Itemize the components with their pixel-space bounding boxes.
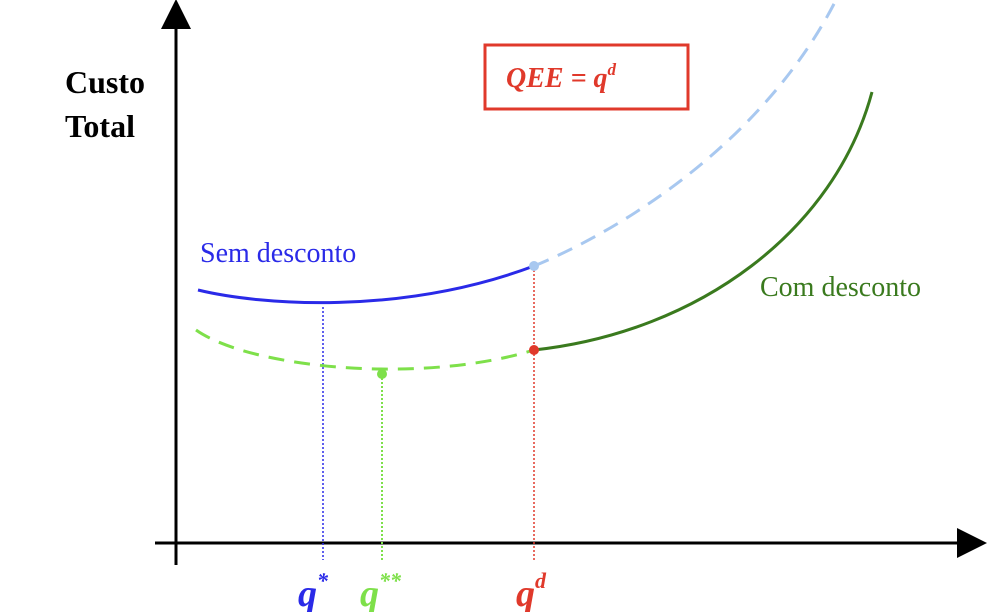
y-axis-label-line2: Total (65, 108, 135, 144)
qd-sem-desconto-point (529, 261, 539, 271)
com-desconto-label: Com desconto (760, 272, 921, 303)
q-star-label: q* (298, 568, 329, 612)
com-desconto-curve (533, 91, 874, 352)
q-double-star-label: q** (360, 568, 402, 612)
qd-com-desconto-point (529, 345, 539, 355)
q-d-label: qd (516, 568, 547, 612)
sem-desconto-label: Sem desconto (200, 238, 356, 269)
q-double-star-point (377, 369, 387, 379)
qee-label: QEE = qd (506, 60, 617, 94)
qee-box (483, 43, 690, 111)
sem-desconto-curve (197, 264, 535, 305)
sem-desconto-dashed-curve (533, 0, 838, 268)
com-desconto-dashed-curve (195, 328, 535, 371)
y-axis-label-line1: Custo (65, 64, 145, 100)
